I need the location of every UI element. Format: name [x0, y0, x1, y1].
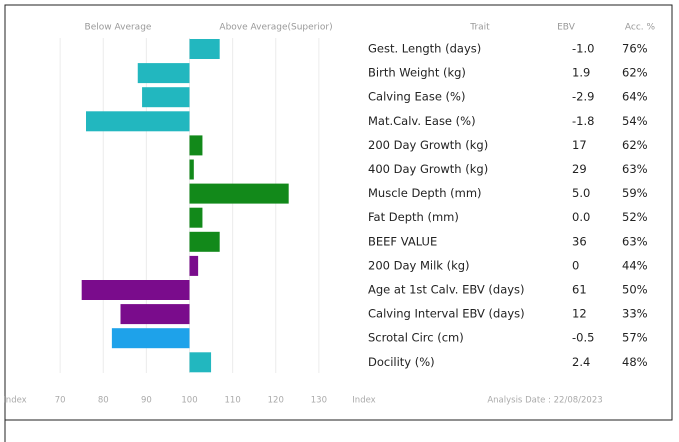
below-label: Below Average: [85, 23, 152, 33]
bar: [111, 328, 190, 349]
ebv: 61: [572, 283, 587, 297]
trait: Muscle Depth (mm): [368, 186, 482, 200]
bar: [189, 207, 203, 228]
trait: Birth Weight (kg): [368, 66, 466, 80]
acc: 44%: [622, 258, 648, 272]
trait: BEEF VALUE: [368, 234, 437, 248]
x-tick-label: 130: [311, 396, 327, 406]
ebv: -0.5: [572, 331, 594, 345]
acc: 76%: [622, 42, 648, 56]
ebv: 17: [572, 138, 587, 152]
acc: 33%: [622, 307, 648, 321]
acc: 59%: [622, 186, 648, 200]
acc: 63%: [622, 234, 648, 248]
ebv: 2.4: [572, 355, 590, 369]
bar: [189, 255, 199, 276]
acc: 48%: [622, 355, 648, 369]
bar: [120, 304, 190, 325]
x-tick-label: 90: [141, 396, 152, 406]
ebv: 29: [572, 162, 587, 176]
bar: [189, 39, 220, 59]
x-tick-label: 110: [225, 396, 241, 406]
acc: 62%: [622, 138, 648, 152]
x-tick-label: 70: [55, 396, 66, 406]
trait: Scrotal Circ (cm): [368, 331, 464, 345]
ebv: -2.9: [572, 90, 594, 104]
ebv: 5.0: [572, 186, 590, 200]
acc-header: Acc. %: [625, 23, 656, 33]
acc: 64%: [622, 90, 648, 104]
trait: Fat Depth (mm): [368, 210, 459, 224]
x-tick-label: 80: [98, 396, 109, 406]
trait: Calving Ease (%): [368, 90, 465, 104]
bar: [86, 111, 190, 132]
bar: [189, 352, 212, 373]
x-tick-label: 120: [268, 396, 284, 406]
ebv: 36: [572, 234, 587, 248]
analysis-date: Analysis Date : 22/08/2023: [487, 396, 602, 406]
trait: Calving Interval EBV (days): [368, 307, 525, 321]
ebv: -1.8: [572, 114, 594, 128]
ebv: -1.0: [572, 42, 594, 56]
trait: 400 Day Growth (kg): [368, 162, 488, 176]
acc: 50%: [622, 283, 648, 297]
ebv: 0.0: [572, 210, 590, 224]
above-label: Above Average(Superior): [219, 23, 332, 33]
bar: [142, 87, 190, 108]
acc: 54%: [622, 114, 648, 128]
bar: [137, 63, 190, 84]
trait-header: Trait: [469, 23, 490, 33]
acc: 57%: [622, 331, 648, 345]
ebv-header: EBV: [557, 23, 576, 33]
frame: [4, 4, 673, 421]
bar: [189, 159, 194, 180]
ebv: 0: [572, 258, 579, 272]
trait: Gest. Length (days): [368, 42, 481, 56]
trait: 200 Day Growth (kg): [368, 138, 488, 152]
acc: 63%: [622, 162, 648, 176]
axis-label: Index: [3, 396, 26, 406]
axis-label: Index: [352, 396, 375, 406]
trait: Age at 1st Calv. EBV (days): [368, 283, 525, 297]
bar: [189, 183, 289, 204]
bar: [189, 231, 220, 252]
trait: 200 Day Milk (kg): [368, 258, 470, 272]
ebv: 1.9: [572, 66, 590, 80]
bar: [189, 135, 203, 156]
trait: Docility (%): [368, 355, 435, 369]
x-tick-label: 100: [181, 396, 197, 406]
trait: Mat.Calv. Ease (%): [368, 114, 476, 128]
bar: [81, 280, 190, 300]
acc: 62%: [622, 66, 648, 80]
acc: 52%: [622, 210, 648, 224]
ebv: 12: [572, 307, 587, 321]
